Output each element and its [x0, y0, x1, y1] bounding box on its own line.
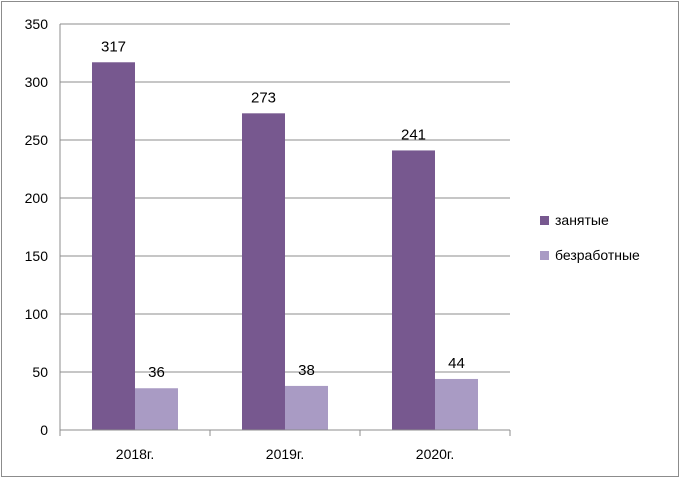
x-axis: 2018г. 2019г. 2020г.: [59, 24, 511, 462]
y-tick-label: 200: [25, 190, 49, 206]
y-tick-label: 250: [25, 132, 49, 148]
data-label: 241: [401, 126, 426, 143]
bar-chart: 0 50 100 150 200 250 300 350 317 36 273 38 241 44 20…: [25, 16, 640, 462]
x-tick-label: 2018г.: [116, 446, 154, 462]
bar-unemployed-2: [435, 378, 478, 430]
data-label: 317: [101, 38, 126, 55]
data-label: 36: [148, 364, 165, 381]
bar-employed-1: [242, 113, 285, 430]
data-label: 38: [298, 362, 315, 379]
bar-employed-0: [92, 62, 135, 430]
legend-label: занятые: [555, 212, 609, 228]
y-tick-label: 50: [32, 364, 48, 380]
y-tick-label: 300: [25, 74, 49, 90]
bars: [92, 62, 478, 430]
data-label: 44: [448, 355, 465, 372]
bar-employed-2: [392, 150, 435, 430]
chart-frame: 0 50 100 150 200 250 300 350 317 36 273 38 241 44 20…: [1, 1, 679, 477]
legend-swatch: [540, 251, 549, 260]
legend: занятые безработные: [540, 212, 640, 263]
legend-label: безработные: [555, 247, 640, 263]
y-tick-label: 0: [40, 422, 48, 438]
y-tick-label: 100: [25, 306, 49, 322]
data-labels: 317 36 273 38 241 44: [101, 38, 465, 381]
legend-swatch: [540, 216, 549, 225]
y-tick-label: 150: [25, 248, 49, 264]
y-tick-label: 350: [25, 16, 49, 32]
x-tick-label: 2019г.: [266, 446, 304, 462]
x-tick-label: 2020г.: [416, 446, 454, 462]
data-label: 273: [251, 89, 276, 106]
bar-unemployed-0: [135, 388, 178, 430]
bar-unemployed-1: [285, 385, 328, 430]
y-axis-ticks: 0 50 100 150 200 250 300 350: [25, 16, 49, 438]
